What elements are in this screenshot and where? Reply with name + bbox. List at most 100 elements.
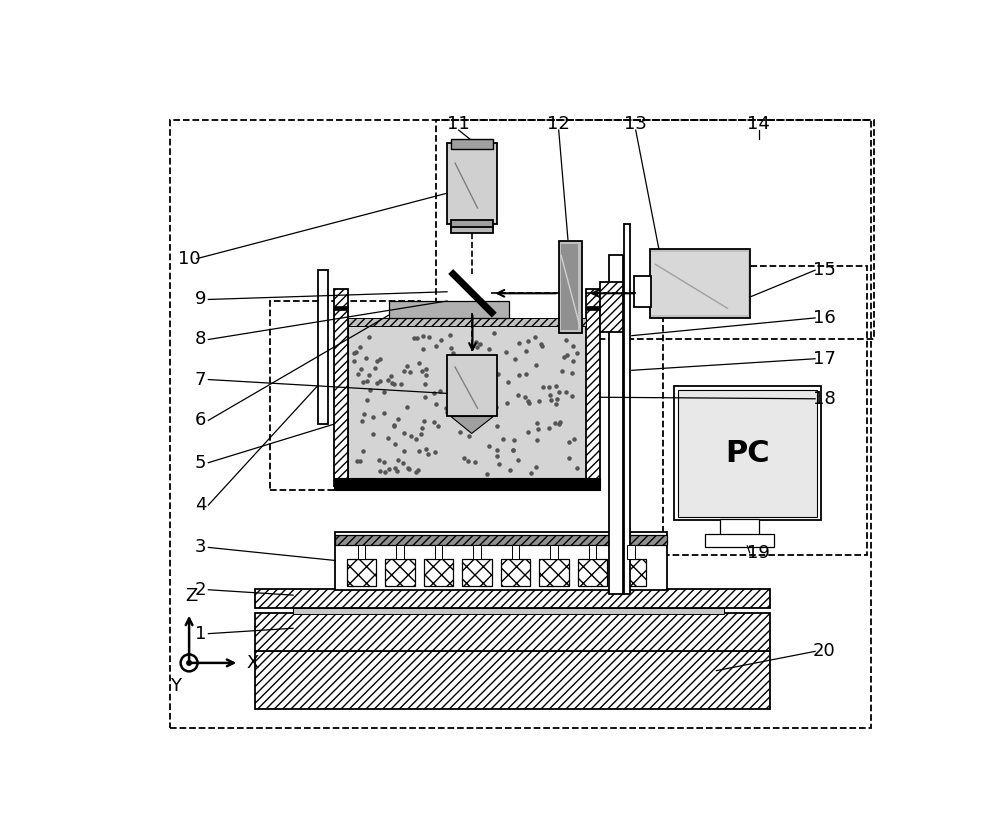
Point xyxy=(468,335,484,349)
Text: 8: 8 xyxy=(195,330,206,349)
Point xyxy=(402,365,418,379)
Point xyxy=(461,374,477,387)
Point xyxy=(561,451,577,465)
Point xyxy=(518,367,534,381)
Point xyxy=(384,376,400,390)
Point xyxy=(395,456,411,470)
Point xyxy=(361,330,377,344)
Text: 18: 18 xyxy=(813,390,836,407)
Point xyxy=(386,419,402,433)
Point xyxy=(369,376,385,390)
Point xyxy=(372,374,388,387)
Point xyxy=(452,426,468,439)
Point xyxy=(564,389,580,402)
Bar xyxy=(334,308,348,486)
Text: 1: 1 xyxy=(195,625,206,643)
Point xyxy=(506,433,522,447)
Point xyxy=(463,354,479,367)
Point xyxy=(372,464,388,477)
Point xyxy=(535,380,551,393)
Point xyxy=(462,373,478,386)
Point xyxy=(517,391,533,404)
Point xyxy=(541,380,557,393)
Text: 5: 5 xyxy=(195,454,206,472)
Text: 16: 16 xyxy=(813,309,836,327)
Point xyxy=(413,428,429,441)
Point xyxy=(548,397,564,411)
Point xyxy=(529,433,545,447)
Bar xyxy=(255,589,770,608)
Bar xyxy=(600,281,623,332)
Point xyxy=(390,412,406,426)
Bar xyxy=(335,535,666,545)
Bar xyxy=(348,318,586,326)
Point xyxy=(408,433,424,446)
Point xyxy=(565,339,581,353)
Point xyxy=(483,389,499,402)
Point xyxy=(439,405,455,418)
Bar xyxy=(396,545,404,559)
Text: 9: 9 xyxy=(195,291,206,308)
Point xyxy=(520,395,536,408)
Bar xyxy=(435,545,442,559)
Point xyxy=(507,352,523,365)
Point xyxy=(403,430,419,444)
Point xyxy=(432,384,448,397)
Bar xyxy=(616,559,646,586)
Point xyxy=(433,333,449,347)
Bar xyxy=(586,290,600,308)
Point xyxy=(417,391,433,404)
Bar xyxy=(705,534,774,548)
Point xyxy=(558,386,574,399)
Point xyxy=(399,400,415,413)
Point xyxy=(467,455,483,469)
Point xyxy=(380,374,396,387)
Point xyxy=(383,369,399,382)
Point xyxy=(483,390,499,403)
Point xyxy=(396,427,412,440)
Bar xyxy=(447,143,497,224)
Point xyxy=(559,349,575,362)
Point xyxy=(365,428,381,441)
Bar xyxy=(473,545,481,559)
Point xyxy=(349,454,365,468)
Point xyxy=(463,412,479,425)
Text: X: X xyxy=(247,654,259,672)
Point xyxy=(534,339,550,353)
Point xyxy=(551,417,567,430)
Bar xyxy=(335,532,666,590)
Polygon shape xyxy=(451,417,493,433)
Point xyxy=(486,327,502,340)
Bar xyxy=(255,613,770,651)
Point xyxy=(505,444,521,457)
Point xyxy=(533,337,549,350)
Point xyxy=(529,417,545,430)
Bar xyxy=(561,244,578,330)
Bar xyxy=(650,249,750,318)
Bar xyxy=(678,390,817,517)
Point xyxy=(489,449,505,463)
Point xyxy=(438,402,454,415)
Bar xyxy=(624,224,630,594)
Point xyxy=(376,386,392,399)
Point xyxy=(531,394,547,407)
Point xyxy=(380,431,396,444)
Bar xyxy=(347,559,376,586)
Bar xyxy=(589,545,596,559)
Point xyxy=(393,377,409,391)
Point xyxy=(346,346,362,360)
Point xyxy=(469,340,485,354)
Bar xyxy=(389,301,509,318)
Point xyxy=(541,422,557,435)
Bar xyxy=(627,545,635,559)
Point xyxy=(406,332,422,345)
Bar xyxy=(501,559,530,586)
Point xyxy=(418,369,434,382)
Bar xyxy=(293,608,724,614)
Point xyxy=(401,462,417,475)
Point xyxy=(359,394,375,407)
Point xyxy=(521,396,537,409)
Point xyxy=(520,426,536,439)
Point xyxy=(481,343,497,356)
Point xyxy=(387,461,403,475)
